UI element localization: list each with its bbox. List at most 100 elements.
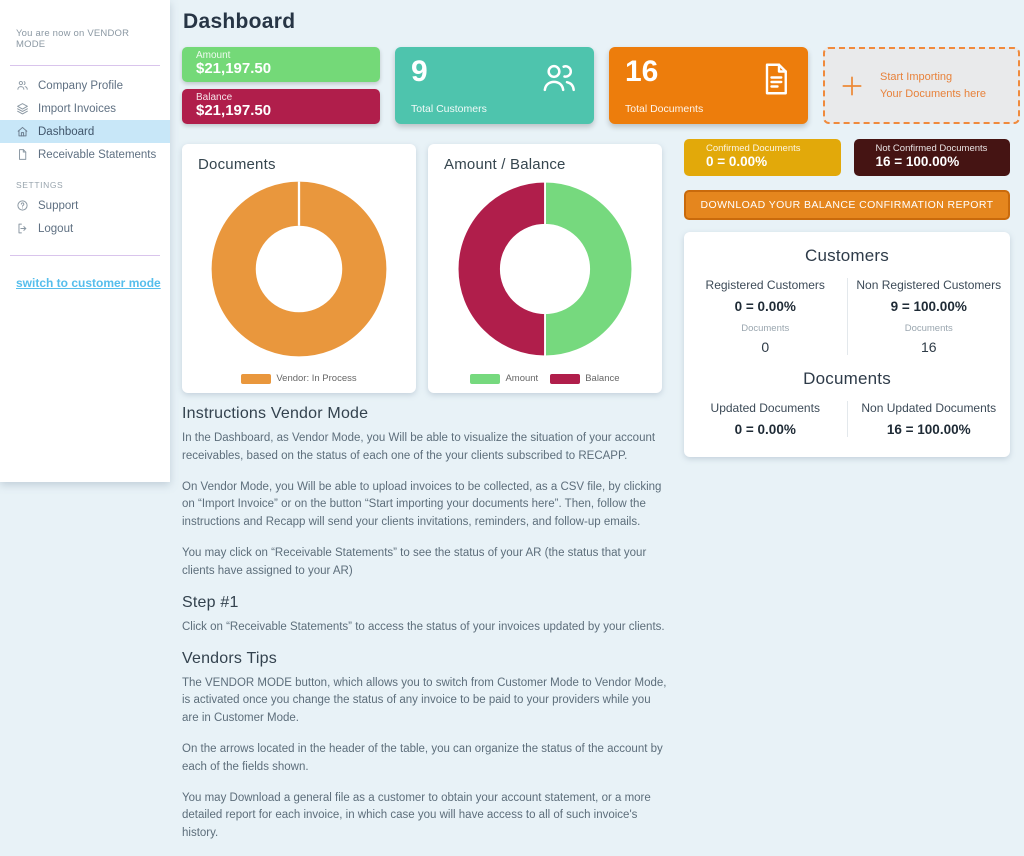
plus-icon <box>842 75 862 96</box>
customers-summary-split: Registered Customers 0 = 0.00% Documents… <box>684 278 1010 355</box>
legend-swatch <box>470 373 501 384</box>
document-status-badges: Confirmed Documents 0 = 0.00% Not Confir… <box>684 139 1010 176</box>
amount-balance-column: Amount $21,197.50 Balance $21,197.50 <box>182 47 380 124</box>
legend-label: Balance <box>585 373 620 384</box>
updated-documents-label: Updated Documents <box>710 401 820 415</box>
sidebar: You are now on VENDOR MODE Company Profi… <box>0 0 170 482</box>
total-documents-label: Total Documents <box>625 103 704 115</box>
settings-section-label: SETTINGS <box>16 180 64 190</box>
amount-card: Amount $21,197.50 <box>182 47 380 82</box>
sidebar-item-dashboard[interactable]: Dashboard <box>0 120 170 143</box>
confirmed-documents-value: 0 = 0.00% <box>706 154 768 169</box>
balance-card: Balance $21,197.50 <box>182 89 380 124</box>
sidebar-item-label: Support <box>38 199 79 212</box>
customers-summary-heading: Customers <box>805 246 889 265</box>
sidebar-item-import-invoices[interactable]: Import Invoices <box>0 97 170 120</box>
not-confirmed-documents-label: Not Confirmed Documents <box>875 143 988 154</box>
instructions-paragraph: In the Dashboard, as Vendor Mode, you Wi… <box>182 432 656 462</box>
people-icon <box>538 59 580 104</box>
non-updated-documents-cell: Non Updated Documents 16 = 100.00% <box>846 401 1011 437</box>
main-content: Dashboard Amount $21,197.50 Balance $21,… <box>170 0 1024 839</box>
document-icon <box>758 59 794 104</box>
not-confirmed-documents-badge: Not Confirmed Documents 16 = 100.00% <box>853 139 1010 176</box>
total-documents-value: 16 <box>625 55 659 88</box>
documents-summary-split: Updated Documents 0 = 0.00% Non Updated … <box>684 401 1010 437</box>
not-confirmed-documents-value: 16 = 100.00% <box>875 154 960 169</box>
step1-heading: Step #1 <box>182 593 239 611</box>
vendor-mode-notice: You are now on VENDOR MODE <box>16 28 130 50</box>
stat-cards-row: Amount $21,197.50 Balance $21,197.50 9 T… <box>182 47 1020 124</box>
sidebar-item-label: Import Invoices <box>38 102 116 115</box>
sidebar-item-support[interactable]: Support <box>0 194 170 217</box>
registered-documents-label: Documents <box>741 323 790 334</box>
documents-chart-legend: Vendor: In Process <box>182 373 416 384</box>
vendors-tips-heading: Vendors Tips <box>182 649 277 667</box>
customers-documents-summary-panel: Customers Registered Customers 0 = 0.00%… <box>684 232 1010 457</box>
updated-documents-value: 0 = 0.00% <box>734 422 796 437</box>
documents-chart-title: Documents <box>198 156 276 173</box>
sidebar-item-receivable-statements[interactable]: Receivable Statements <box>0 143 170 166</box>
amount-balance-chart-title: Amount / Balance <box>444 156 566 173</box>
documents-donut-chart <box>211 181 387 357</box>
amount-balance-chart-card: Amount / Balance Amount Balance <box>428 144 662 393</box>
non-registered-customers-cell: Non Registered Customers 9 = 100.00% Doc… <box>846 278 1011 355</box>
legend-item-amount[interactable]: Amount <box>470 373 538 384</box>
confirmed-documents-label: Confirmed Documents <box>706 143 801 154</box>
non-updated-documents-value: 16 = 100.00% <box>886 422 971 437</box>
layers-icon <box>17 103 28 115</box>
download-balance-report-button[interactable]: DOWNLOAD YOUR BALANCE CONFIRMATION REPOR… <box>684 190 1010 220</box>
non-registered-customers-value: 9 = 100.00% <box>890 299 967 314</box>
total-documents-card: 16 Total Documents <box>609 47 808 124</box>
amount-balance-chart-legend: Amount Balance <box>428 373 662 384</box>
sidebar-divider <box>10 255 160 256</box>
right-column: Confirmed Documents 0 = 0.00% Not Confir… <box>684 139 1010 856</box>
amount-label: Amount <box>196 50 231 61</box>
legend-label: Vendor: In Process <box>276 373 357 384</box>
documents-chart-card: Documents Vendor: In Process <box>182 144 416 393</box>
switch-to-customer-mode-link[interactable]: switch to customer mode <box>16 276 161 290</box>
legend-item-balance[interactable]: Balance <box>550 373 620 384</box>
total-customers-value: 9 <box>411 55 428 88</box>
content-row: Documents Vendor: In Process Amount / Ba… <box>182 139 1020 856</box>
vendors-tips-paragraph: On the arrows located in the header of t… <box>182 742 663 773</box>
instructions-section: Instructions Vendor Mode In the Dashboar… <box>182 405 668 843</box>
page-title: Dashboard <box>183 10 296 33</box>
non-registered-documents-label: Documents <box>904 323 953 334</box>
instructions-paragraph: You may click on “Receivable Statements”… <box>182 547 647 577</box>
vendors-tips-paragraph: You may Download a general file as a cus… <box>182 791 651 840</box>
non-registered-customers-label: Non Registered Customers <box>856 278 1002 292</box>
sidebar-item-label: Logout <box>38 222 74 235</box>
sidebar-divider <box>10 65 160 66</box>
total-customers-label: Total Customers <box>411 103 487 115</box>
registered-customers-cell: Registered Customers 0 = 0.00% Documents… <box>684 278 847 355</box>
sidebar-item-label: Company Profile <box>38 79 124 92</box>
file-icon <box>19 149 27 160</box>
total-customers-card: 9 Total Customers <box>395 47 594 124</box>
start-importing-button[interactable]: Start Importing Your Documents here <box>823 47 1020 124</box>
legend-swatch <box>550 373 581 384</box>
registered-documents-count: 0 <box>761 339 770 355</box>
logout-icon <box>18 223 27 234</box>
balance-label: Balance <box>196 92 233 103</box>
balance-value: $21,197.50 <box>196 102 272 119</box>
home-icon <box>17 126 28 137</box>
charts-row: Documents Vendor: In Process Amount / Ba… <box>182 144 662 393</box>
documents-summary-heading: Documents <box>803 369 891 388</box>
sidebar-item-label: Receivable Statements <box>38 148 157 161</box>
vendors-tips-paragraph: The VENDOR MODE button, which allows you… <box>182 676 667 725</box>
non-registered-documents-count: 16 <box>920 339 937 355</box>
users-icon <box>17 80 28 90</box>
start-importing-label: Start Importing Your Documents here <box>880 71 986 100</box>
instructions-heading: Instructions Vendor Mode <box>182 405 369 422</box>
registered-customers-label: Registered Customers <box>705 278 825 292</box>
updated-documents-cell: Updated Documents 0 = 0.00% <box>684 401 847 437</box>
legend-item-vendor-in-process[interactable]: Vendor: In Process <box>241 373 357 384</box>
sidebar-item-company-profile[interactable]: Company Profile <box>0 74 170 97</box>
sidebar-item-logout[interactable]: Logout <box>0 217 170 240</box>
help-icon <box>17 200 28 211</box>
sidebar-item-label: Dashboard <box>38 125 95 138</box>
instructions-paragraph: On Vendor Mode, you Will be able to uplo… <box>182 480 662 529</box>
non-updated-documents-label: Non Updated Documents <box>861 401 997 415</box>
amount-value: $21,197.50 <box>196 60 272 77</box>
confirmed-documents-badge: Confirmed Documents 0 = 0.00% <box>684 139 841 176</box>
